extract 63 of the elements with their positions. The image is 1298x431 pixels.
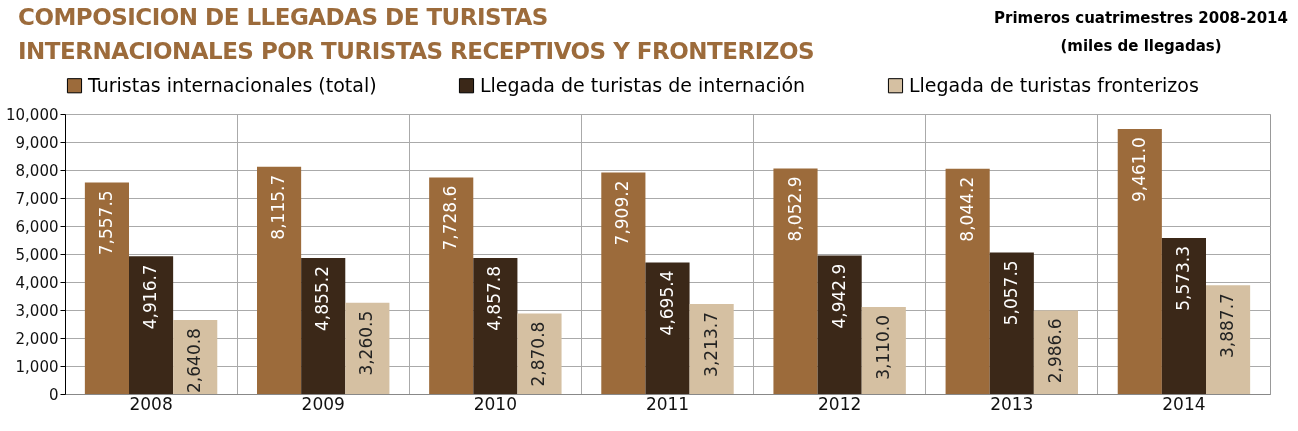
y-tick-label: 5,000 xyxy=(15,245,59,264)
data-label: 4,857.8 xyxy=(484,265,505,331)
bar xyxy=(429,177,474,394)
bar xyxy=(473,257,518,394)
data-label: 3,260.5 xyxy=(356,310,377,376)
bar xyxy=(861,306,906,394)
data-label: 8,044.2 xyxy=(956,176,977,242)
y-tick-label: 3,000 xyxy=(15,301,59,320)
y-tick-label: 6,000 xyxy=(15,217,59,236)
bar xyxy=(817,255,862,394)
bar xyxy=(84,182,129,394)
bar xyxy=(257,166,302,394)
bar xyxy=(945,168,990,394)
data-label: 7,728.6 xyxy=(440,185,461,251)
data-label: 2,870.8 xyxy=(528,321,549,387)
data-label: 5,573.3 xyxy=(1172,245,1193,311)
legend-label: Llegada de turistas de internación xyxy=(480,73,806,96)
bar xyxy=(601,172,646,394)
y-tick-label: 8,000 xyxy=(15,161,59,180)
data-label: 4,942.9 xyxy=(828,263,849,329)
y-tick-label: 7,000 xyxy=(15,189,59,208)
x-tick-label: 2010 xyxy=(473,393,517,414)
data-label: 5,057.5 xyxy=(1000,260,1021,326)
data-label: 2,640.8 xyxy=(184,328,205,393)
bar xyxy=(689,304,734,394)
data-label: 8,115.7 xyxy=(268,174,289,240)
data-label: 3,110.0 xyxy=(872,314,893,380)
bar xyxy=(345,302,390,394)
y-tick-label: 1,000 xyxy=(15,357,59,376)
data-label: 8,052.9 xyxy=(784,176,805,242)
bar xyxy=(989,252,1034,394)
bar xyxy=(1206,285,1251,394)
data-label: 4,916.7 xyxy=(140,264,161,330)
data-label: 2,986.6 xyxy=(1044,318,1065,384)
x-tick-label: 2012 xyxy=(818,393,862,414)
x-tick-label: 2008 xyxy=(129,393,173,414)
x-tick-label: 2009 xyxy=(301,393,345,414)
chart-subtitle: Primeros cuatrimestres 2008-2014 (miles de llegadas) xyxy=(994,9,1288,55)
x-tick-label: 2011 xyxy=(645,393,690,414)
y-tick-label: 0 xyxy=(48,385,59,404)
bar xyxy=(773,168,818,394)
bar xyxy=(645,262,690,394)
bar xyxy=(1161,237,1206,394)
legend-label: Llegada de turistas fronterizos xyxy=(909,73,1199,96)
chart-title: COMPOSICION DE LLEGADAS DE TURISTAS INTERNACIONALES POR TURISTAS RECEPTIVOS Y FRONTERIZOS xyxy=(18,4,815,64)
x-tick-label: 2014 xyxy=(1162,393,1206,414)
data-label: 7,909.2 xyxy=(612,180,633,246)
legend-label: Turistas internacionales (total) xyxy=(87,73,377,96)
data-label: 7,557.5 xyxy=(95,190,116,256)
y-tick-label: 4,000 xyxy=(15,273,59,292)
data-label: 4,695.4 xyxy=(656,270,677,336)
y-tick-label: 10,000 xyxy=(6,105,59,124)
bar xyxy=(1117,129,1162,394)
data-label: 9,461.0 xyxy=(1128,137,1149,202)
bar xyxy=(129,256,174,394)
bar xyxy=(301,258,346,394)
x-tick-label: 2013 xyxy=(990,393,1034,414)
y-tick-label: 9,000 xyxy=(15,133,59,152)
y-tick-label: 2,000 xyxy=(15,329,59,348)
bar xyxy=(517,313,562,394)
data-label: 3,213.7 xyxy=(700,312,721,377)
data-label: 3,887.7 xyxy=(1217,293,1238,359)
data-label: 4,855.2 xyxy=(312,266,333,331)
